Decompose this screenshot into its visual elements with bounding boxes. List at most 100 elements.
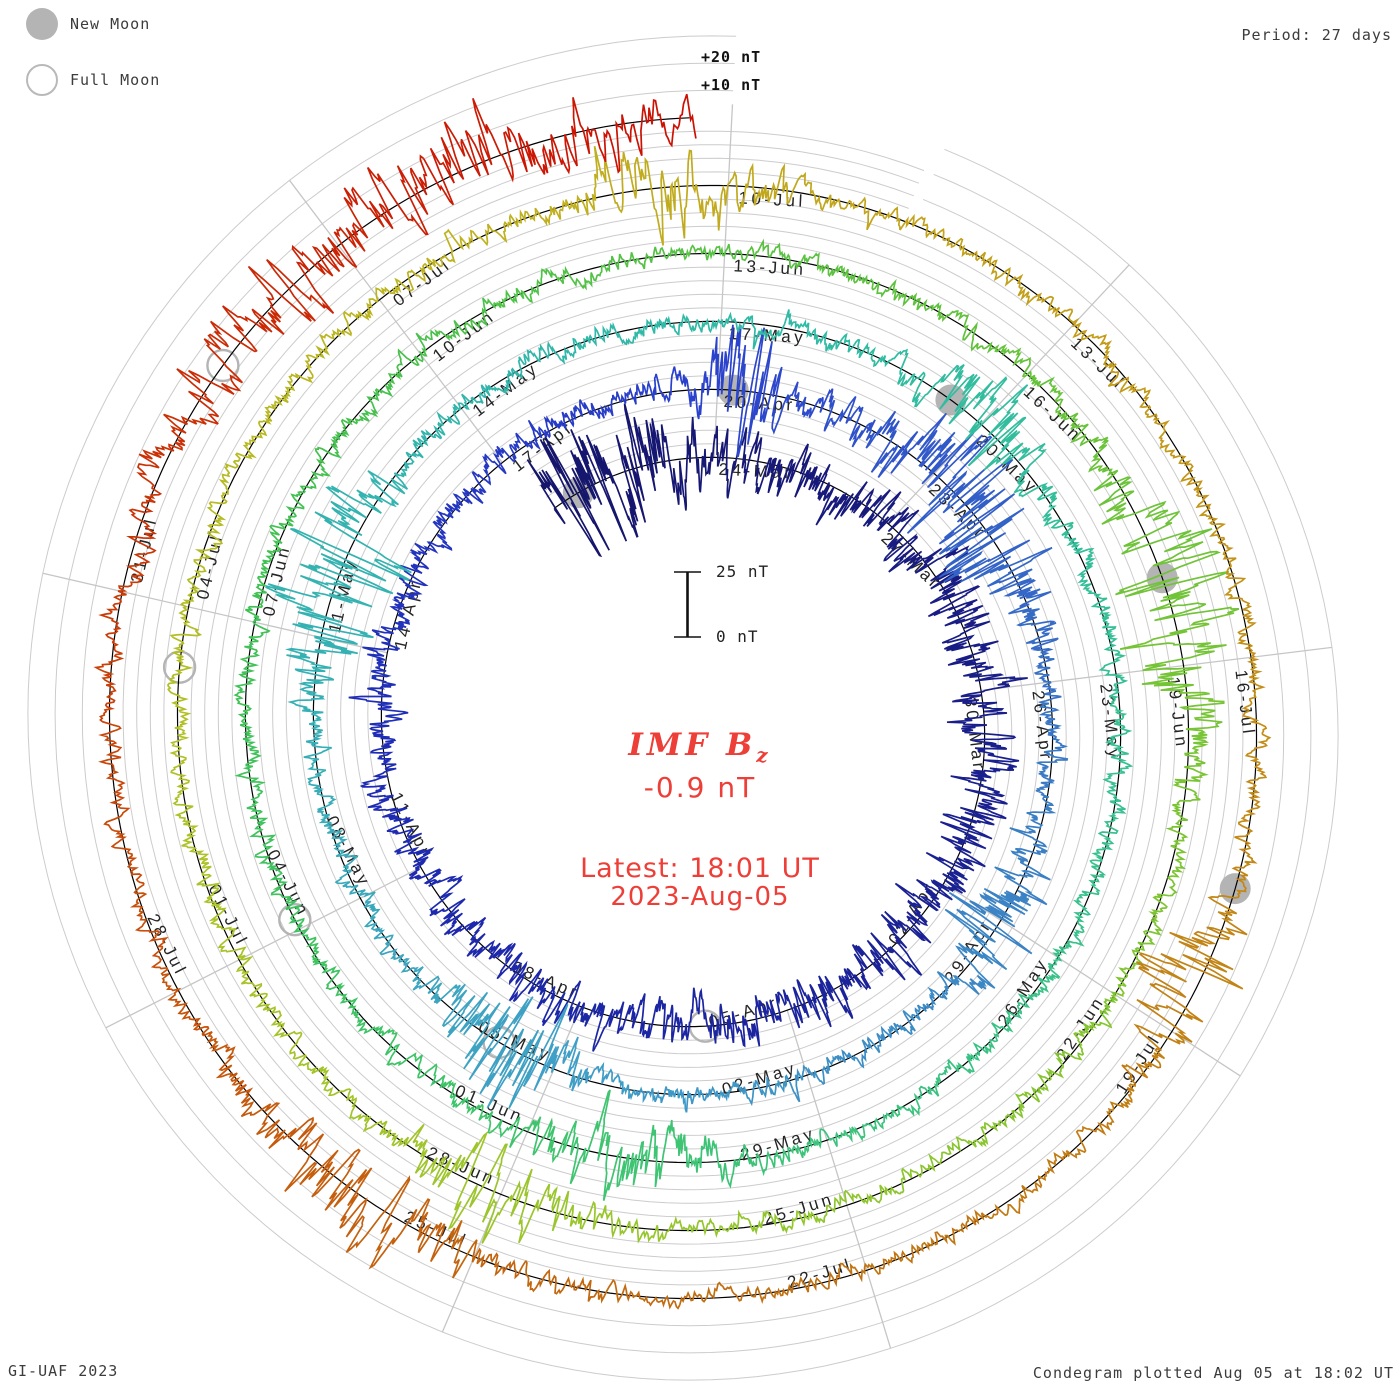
bz-trace-segment: [743, 1143, 806, 1177]
spoke-line: [288, 179, 503, 464]
gridline-5nT: [136, 144, 1230, 1272]
bz-trace-segment: [553, 980, 606, 1052]
bz-trace-segment: [172, 798, 210, 869]
bz-trace-segment: [906, 457, 1016, 545]
bz-trace-segment: [297, 1054, 357, 1113]
bz-trace-segment: [246, 786, 277, 850]
bz-trace-segment: [816, 252, 880, 291]
bz-trace: [93, 93, 1272, 1310]
bz-trace-segment: [1131, 893, 1170, 959]
date-label-25-Jun: 25-Jun: [761, 1189, 836, 1229]
bz-trace-segment: [948, 373, 1029, 467]
bz-trace-segment: [894, 882, 941, 944]
bz-trace-segment: [870, 910, 924, 981]
bz-trace-segment: [678, 1281, 761, 1306]
bz-trace-segment: [876, 278, 942, 312]
bz-trace-segment: [594, 993, 647, 1048]
bz-trace-segment: [342, 881, 381, 930]
credit-plotted: Condegram plotted Aug 05 at 18:02 UT: [1032, 1364, 1394, 1382]
bz-trace-segment: [252, 533, 283, 601]
full-moon-label: Full Moon: [70, 71, 161, 89]
bz-trace-segment: [823, 1184, 889, 1223]
bz-trace-segment: [611, 1215, 684, 1244]
bz-trace-segment: [920, 970, 980, 1012]
bz-trace-segment: [689, 416, 729, 493]
bz-trace-segment: [1236, 608, 1263, 687]
bz-trace-segment: [944, 908, 1008, 995]
bz-trace-segment: [208, 441, 257, 508]
bz-trace-segment: [441, 989, 511, 1070]
bz-trace-segment: [526, 436, 610, 558]
bz-trace-segment: [640, 366, 690, 404]
bz-trace-segment: [448, 1219, 527, 1280]
bz-trace-segment: [945, 784, 1008, 826]
bz-trace-segment: [981, 1171, 1050, 1220]
bz-trace-segment: [291, 197, 369, 314]
date-label-14-Apr: 14-Apr: [391, 577, 426, 651]
bz-trace-segment: [167, 650, 194, 726]
bz-trace-segment: [735, 327, 783, 457]
bz-trace-segment: [1005, 1067, 1065, 1123]
bz-trace-segment: [1035, 749, 1069, 799]
bz-trace-segment: [967, 416, 1047, 494]
bz-trace-segment: [169, 724, 191, 800]
full-moon-icon: [26, 64, 58, 96]
bz-trace-segment: [570, 429, 639, 542]
bz-trace-segment: [510, 415, 554, 452]
bz-trace-segment: [307, 779, 337, 831]
bz-trace-segment: [98, 563, 145, 644]
bz-trace-segment: [1178, 690, 1225, 761]
date-label-31-Jul: 31-Jul: [127, 515, 161, 585]
bz-trace-segment: [678, 93, 697, 139]
bz-trace-segment: [787, 1055, 836, 1103]
bz-trace-segment: [938, 507, 1031, 583]
bz-trace-segment: [772, 381, 834, 435]
spoke-line: [887, 264, 1130, 524]
bz-trace-segment: [1082, 583, 1117, 640]
bz-trace-segment: [1037, 699, 1069, 752]
bz-trace-segment: [513, 968, 566, 1027]
bz-trace-segment: [265, 557, 394, 624]
bz-trace-segment: [731, 995, 776, 1048]
bz-trace-segment: [753, 162, 832, 212]
bz-trace-segment: [1119, 612, 1235, 692]
bz-trace-segment: [758, 1270, 839, 1305]
bz-trace-segment: [255, 994, 307, 1060]
bz-trace-segment: [288, 327, 347, 384]
bz-trace-segment: [941, 620, 999, 667]
bz-trace-segment: [756, 443, 809, 497]
bz-trace-segment: [369, 724, 397, 770]
gridline-5nT: [163, 171, 1203, 1245]
bz-trace-segment: [685, 311, 743, 334]
bz-trace-segment: [217, 932, 268, 998]
bz-trace-segment: [444, 471, 487, 519]
bz-trace-segment: [950, 745, 1020, 787]
bz-trace-segment: [202, 1031, 254, 1108]
bz-trace-segment: [493, 267, 555, 309]
bz-trace-segment: [815, 481, 875, 526]
date-label-22-Jul: 22-Jul: [785, 1255, 855, 1293]
parameter-title: IMF Bz: [628, 727, 771, 767]
bz-trace-segment: [1171, 758, 1209, 828]
bz-trace-segment: [1133, 961, 1204, 1060]
bz-trace-segment: [472, 443, 517, 486]
bz-trace-segment: [684, 1135, 745, 1189]
bz-trace-segment: [345, 1175, 456, 1270]
bz-trace-segment: [617, 1119, 686, 1188]
bz-trace-segment: [98, 724, 126, 808]
full-moon-marker: [278, 903, 312, 937]
bz-trace-segment: [348, 1111, 425, 1148]
bz-trace-segment: [126, 475, 163, 565]
date-label-22-Jun: 22-Jun: [1053, 992, 1109, 1064]
bz-trace-segment: [414, 1130, 489, 1230]
parameter-prefix: IMF B: [628, 727, 757, 763]
bz-trace-segment: [547, 1185, 614, 1232]
bz-trace-segment: [1106, 1054, 1162, 1123]
bz-trace-segment: [911, 1209, 985, 1256]
bz-trace-segment: [1033, 292, 1103, 341]
bz-trace-segment: [948, 887, 1033, 955]
bz-trace-segment: [804, 1126, 866, 1154]
bz-trace-segment: [403, 228, 465, 292]
bz-trace-segment: [634, 1086, 688, 1113]
bz-trace-segment: [584, 1061, 636, 1101]
